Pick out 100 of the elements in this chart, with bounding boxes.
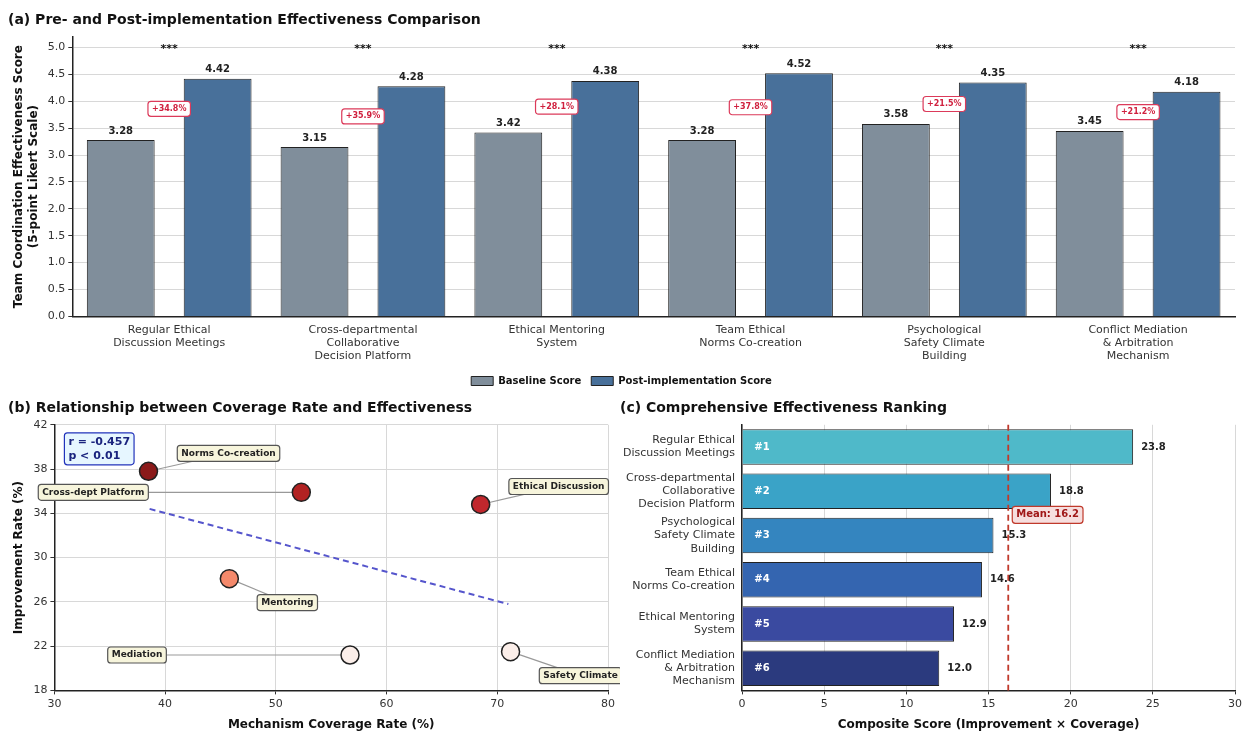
y-tick-label: 38 [33,461,48,475]
y-tick-label: 4.0 [47,94,66,108]
annotation: +21.5% [927,99,962,109]
data-label: 14.6 [989,573,1015,585]
data-label: 4.18 [1174,76,1199,88]
x-tick-label: Cross-departmental Collaborative Decision Platform [308,322,418,363]
x-tick-label: Regular Ethical Discussion Meetings [113,322,226,350]
annotation: Mentoring [261,596,314,607]
data-label: 3.58 [883,108,909,120]
data-label: 4.38 [592,65,618,77]
x-tick-label: Team Ethical Norms Co-creation [699,322,802,350]
chart-title: (a) Pre- and Post-implementation Effectiveness Comparison [8,11,481,28]
annotation: *** [548,41,566,55]
x-tick-label: 50 [268,696,283,710]
data-label: 18.8 [1058,484,1084,496]
annotation: Norms Co-creation [181,447,276,458]
annotation: +21.2% [1120,107,1156,117]
chart-title: (c) Comprehensive Effectiveness Ranking [620,399,948,416]
y-tick-label: 42 [33,417,48,431]
annotation: +28.1% [539,101,574,111]
x-tick-label: 10 [899,696,914,710]
legend-label: Post-implementation Score [618,374,773,386]
data-label: 4.35 [980,67,1006,79]
point [138,461,159,482]
point [500,641,521,662]
y-axis-title: Improvement Rate (%) [11,481,26,635]
data-label: 12.9 [962,617,987,629]
point [219,568,240,589]
y-tick-label: 30 [33,550,48,564]
x-tick-label: 15 [981,696,996,710]
annotation: #6 [754,661,770,673]
y-tick-label: 22 [33,638,48,652]
annotation: *** [160,41,179,55]
x-tick-label: 5 [820,696,828,710]
data-label: 3.28 [689,124,715,136]
y-tick-label: Psychological Safety Climate Building [654,515,736,555]
annotation: #5 [754,617,770,629]
y-tick-label: Regular Ethical Discussion Meetings [623,433,736,460]
annotation: #1 [754,440,770,452]
annotation: +37.8% [733,102,768,112]
annotation: #4 [754,573,770,585]
x-tick-label: Ethical Mentoring System [508,322,605,350]
annotation: r = -0.457 p < 0.01 [68,434,131,462]
y-axis-title: Team Coordination Effectiveness Score (5-point Likert Scale) [11,45,40,309]
data-label: 4.52 [786,57,812,69]
annotation: Safety Climate [543,670,618,681]
point [470,494,491,515]
data-label: 3.42 [495,117,521,129]
x-tick-label: 40 [158,696,173,710]
x-tick-label: 30 [1228,696,1242,710]
y-tick-label: 2.0 [47,201,66,215]
annotation: Cross-dept Platform [42,486,145,497]
legend-label: Baseline Score [498,374,582,386]
y-tick-label: 3.5 [47,121,66,135]
data-label: 3.28 [108,124,134,136]
annotation: *** [741,41,760,55]
y-tick-label: Ethical Mentoring System [638,610,736,637]
point [340,645,360,665]
ref-line-label: Mean: 16.2 [1016,508,1080,520]
y-tick-label: Team Ethical Norms Co-creation [632,565,736,593]
y-tick-label: 4.5 [47,67,66,81]
y-tick-label: 34 [33,506,48,520]
annotation: #2 [754,484,770,496]
x-tick-label: 60 [379,696,394,710]
data-label: 23.8 [1141,440,1166,452]
x-axis-title: Composite Score (Improvement × Coverage) [837,716,1140,731]
annotation: Ethical Discussion [512,480,605,491]
y-tick-label: 18 [33,683,48,697]
annotation: Mediation [111,649,163,660]
annotation: #3 [754,529,770,541]
y-tick-label: 5.0 [47,40,66,54]
x-tick-label: 0 [738,696,746,710]
point [291,482,312,503]
data-label: 15.3 [1001,529,1027,541]
x-tick-label: 20 [1063,696,1078,710]
y-tick-label: 0.0 [47,309,66,323]
x-tick-label: Psychological Safety Climate Building [903,322,986,363]
data-label: 4.28 [399,70,424,82]
annotation: *** [935,41,954,55]
y-tick-label: 26 [33,594,48,608]
x-tick-label: 80 [601,696,615,710]
x-axis-title: Mechanism Coverage Rate (%) [227,716,435,731]
x-tick-label: 25 [1145,696,1160,710]
y-tick-label: 0.5 [47,282,66,296]
x-tick-label: Conflict Mediation & Arbitration Mechanism [1088,322,1188,363]
data-label: 12.0 [947,661,972,673]
y-tick-label: 3.0 [47,147,66,161]
data-label: 4.42 [205,63,230,75]
annotation: *** [354,41,372,55]
x-tick-label: 70 [490,696,505,710]
data-label: 3.45 [1077,115,1103,127]
y-tick-label: 1.5 [47,228,66,242]
annotation: *** [1129,41,1147,55]
annotation: +35.9% [345,111,381,121]
data-label: 3.15 [302,131,327,143]
y-tick-label: 2.5 [47,174,66,188]
y-tick-label: 1.0 [47,255,66,269]
chart-title: (b) Relationship between Coverage Rate and Effectiveness [8,399,473,416]
y-tick-label: Cross-departmental Collaborative Decision Platform [626,470,736,511]
annotation: +34.8% [151,103,187,113]
